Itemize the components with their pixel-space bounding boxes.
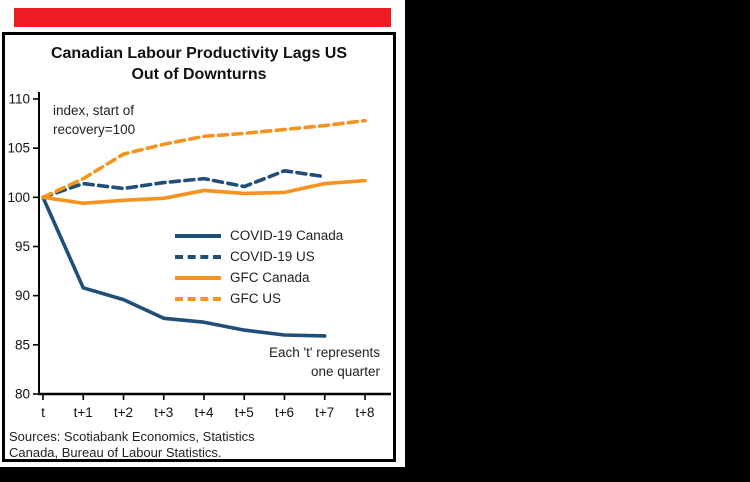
legend-item-gfc-us: GFC US	[175, 288, 343, 309]
x-tick-label: t+6	[275, 405, 294, 420]
legend-item-covid-canada: COVID-19 Canada	[175, 225, 343, 246]
y-tick-label: 95	[15, 239, 30, 254]
chart-box: Canadian Labour Productivity Lags US Out…	[2, 32, 396, 462]
accent-bar	[14, 8, 391, 27]
chart-card: Canadian Labour Productivity Lags US Out…	[0, 0, 405, 467]
y-tick-label: 105	[7, 141, 30, 156]
chart-legend: COVID-19 Canada COVID-19 US GFC Canada G…	[175, 225, 343, 309]
legend-label: COVID-19 Canada	[230, 228, 344, 243]
sources-line2: Canada, Bureau of Labour Statistics.	[9, 445, 222, 461]
covid-us-line-sample	[175, 254, 221, 259]
productivity-line-chart: 80 85 90 95 100 105 110 t t+1 t+2 t+3 t+4 t+5 t+6 t+7 t…	[7, 92, 391, 420]
sources-note: Sources: Scotiabank Economics, Statistic…	[5, 427, 393, 462]
y-tick-label: 110	[8, 92, 30, 107]
series-gfc-us	[41, 118, 367, 200]
legend-label: GFC US	[230, 291, 282, 306]
series-covid-19-canada	[41, 195, 327, 338]
index-annotation-line2: recovery=100	[53, 122, 136, 137]
legend-item-gfc-canada: GFC Canada	[175, 267, 343, 288]
quarter-annotation: Each 't' represents one quarter	[269, 343, 380, 381]
y-tick-label: 80	[15, 387, 30, 402]
gfc-canada-line-sample	[175, 275, 221, 280]
y-tick-label: 100	[7, 190, 30, 205]
x-tick-label: t+7	[315, 405, 334, 420]
legend-item-covid-us: COVID-19 US	[175, 246, 343, 267]
x-tick-label: t+1	[74, 405, 93, 420]
legend-label: GFC Canada	[230, 270, 310, 285]
x-tick-label: t+2	[114, 405, 133, 420]
index-annotation-line1: index, start of	[53, 103, 135, 118]
y-tick-label: 85	[15, 337, 30, 352]
chart-title: Canadian Labour Productivity Lags US Out…	[5, 35, 393, 87]
sources-line1: Sources: Scotiabank Economics, Statistic…	[9, 429, 255, 444]
x-tick-label: t+4	[194, 405, 214, 420]
x-tick-label: t+3	[154, 405, 173, 420]
series-gfc-canada	[41, 178, 367, 206]
gfc-us-line-sample	[175, 296, 221, 301]
x-tick-label: t+5	[235, 405, 254, 420]
quarter-annotation-line2: one quarter	[310, 364, 380, 379]
index-annotation: index, start of recovery=100	[53, 101, 135, 139]
series-covid-19-us	[41, 168, 327, 200]
x-tick-label: t+8	[355, 405, 374, 420]
x-tick-label: t	[41, 405, 45, 420]
chart-title-line2: Out of Downturns	[131, 66, 267, 83]
y-tick-label: 90	[15, 288, 30, 303]
covid-canada-line-sample	[175, 233, 221, 238]
quarter-annotation-line1: Each 't' represents	[269, 345, 380, 360]
legend-label: COVID-19 US	[230, 249, 315, 264]
chart-title-line1: Canadian Labour Productivity Lags US	[50, 45, 348, 62]
